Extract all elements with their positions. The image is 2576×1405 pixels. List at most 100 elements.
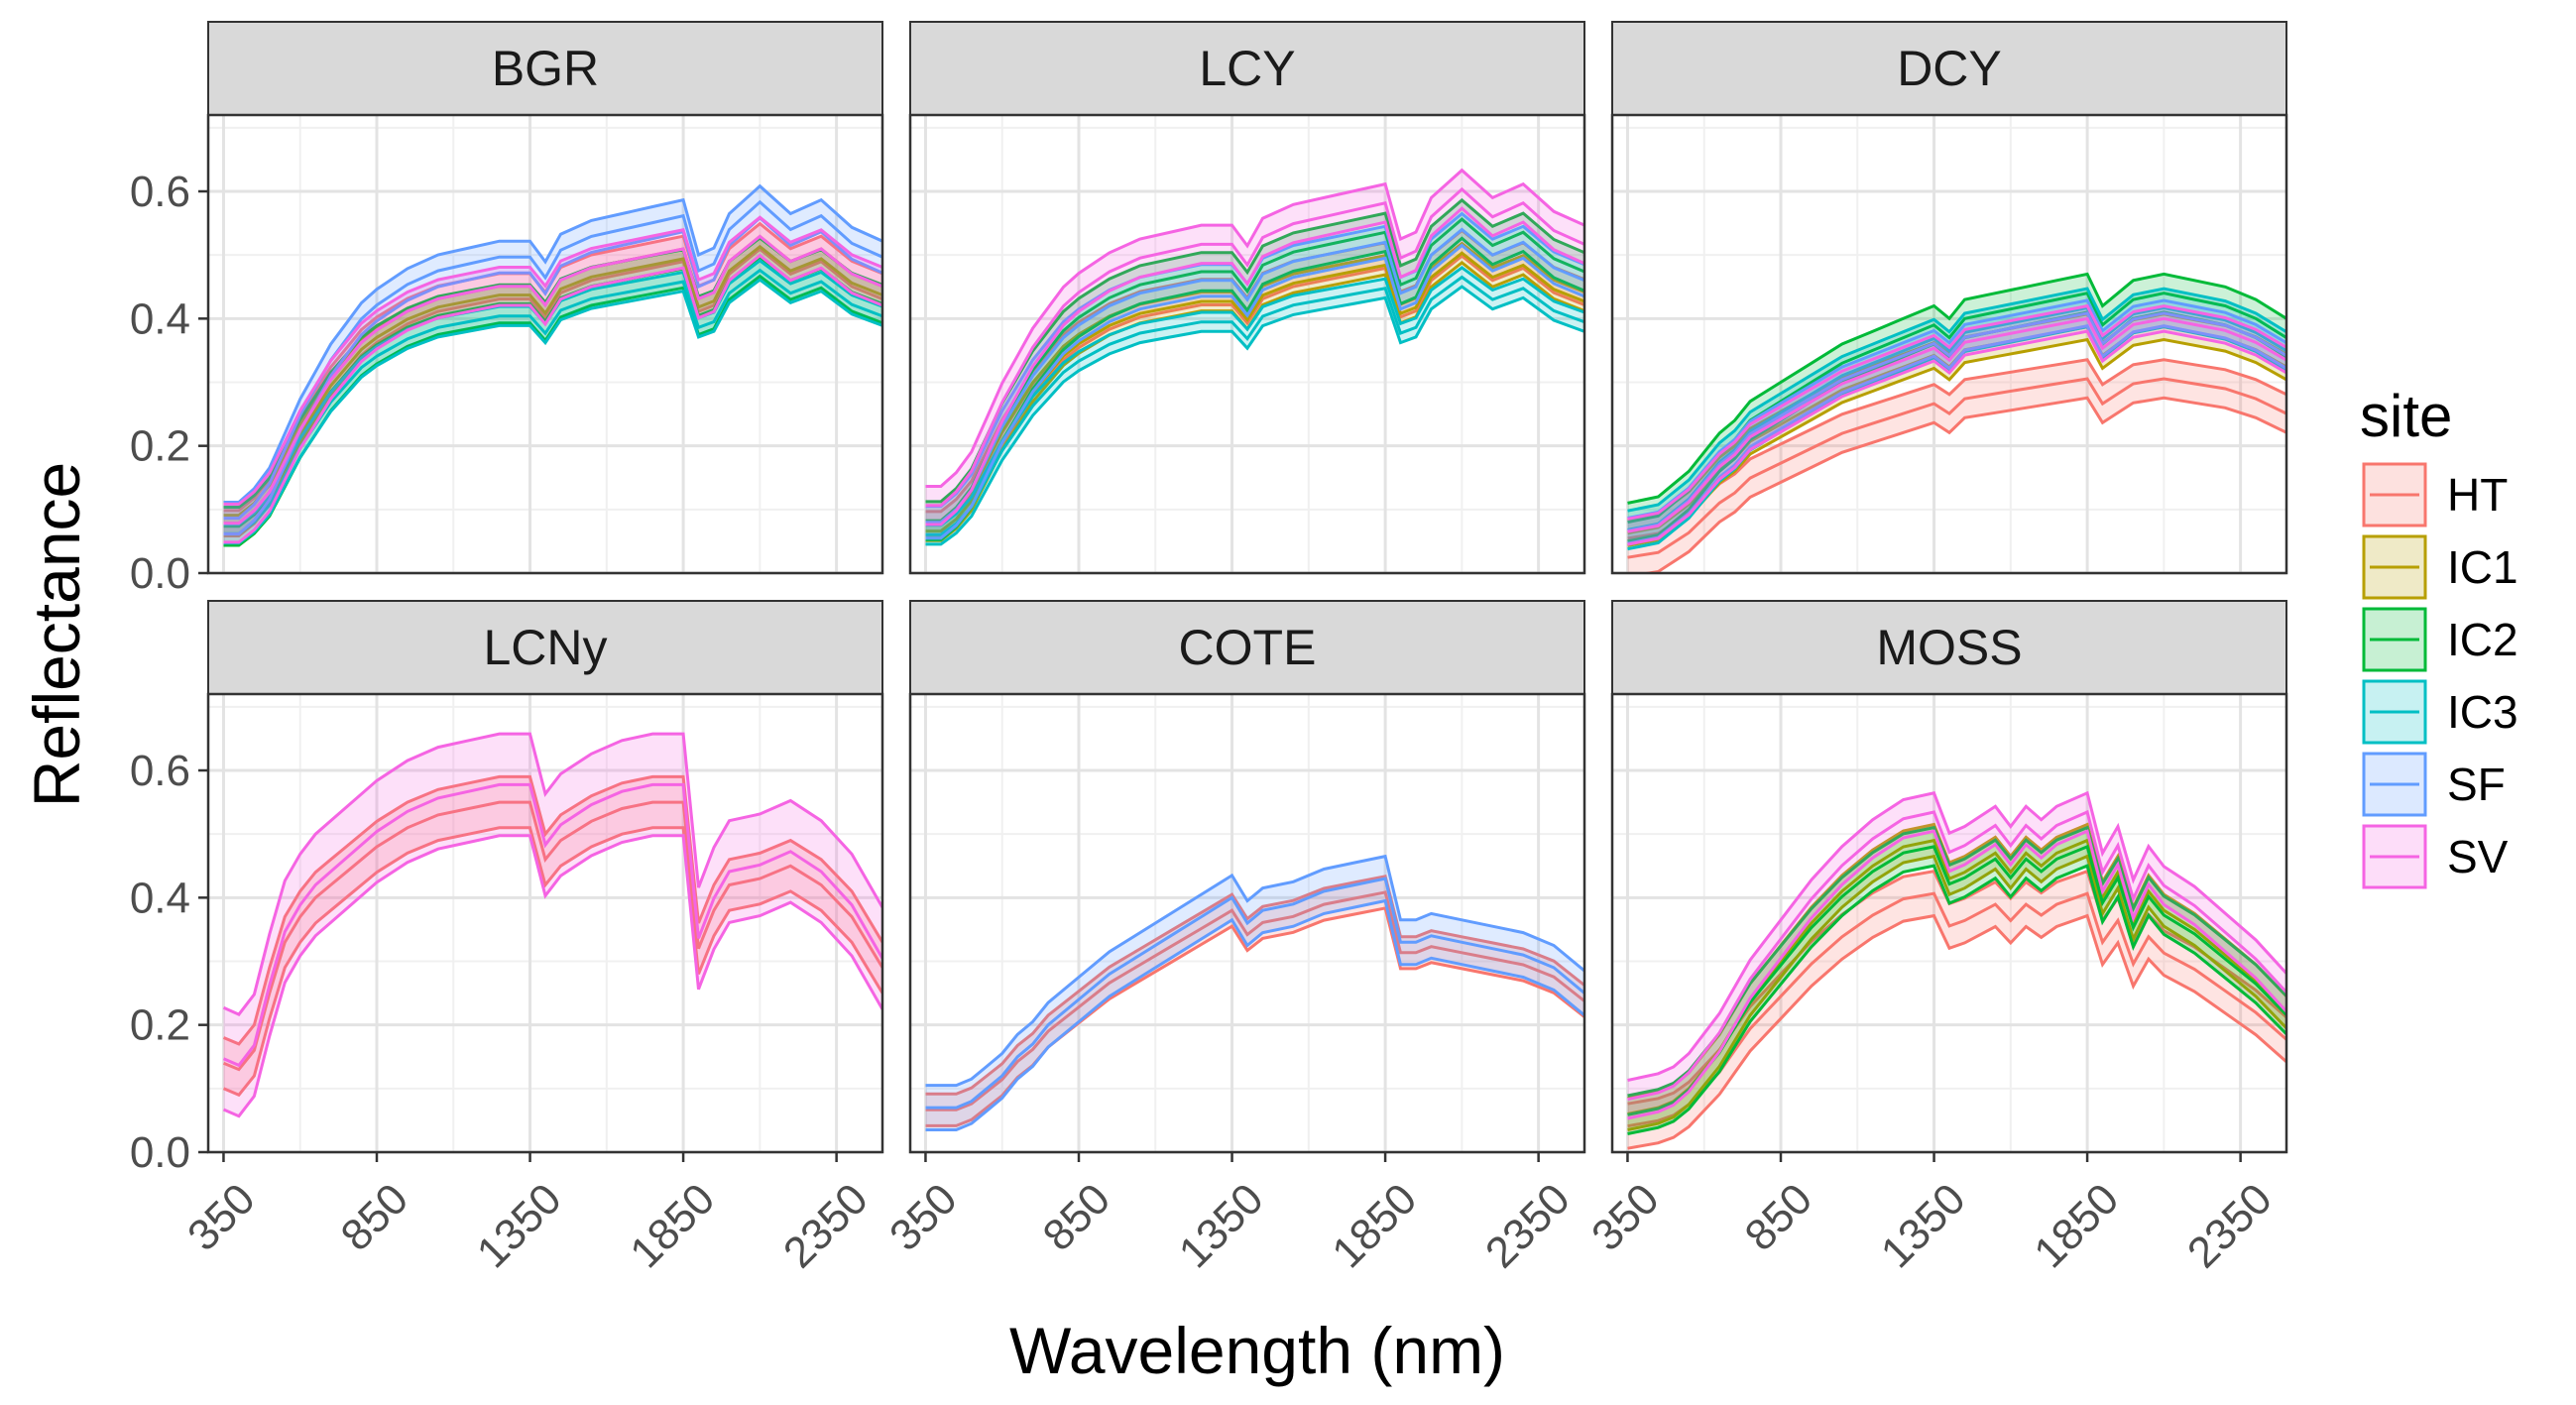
series-layer: [223, 183, 882, 547]
facet-strip-label: LCNy: [483, 620, 607, 675]
series-upper-line-ht: [925, 875, 1584, 1096]
series-upper-line-sv: [925, 168, 1584, 488]
series-lower-line-sv: [1627, 829, 2286, 1120]
facet-bgr: BGR: [206, 21, 884, 575]
x-tick-label: 2350: [1476, 1174, 1580, 1277]
series-band-ic3: [223, 260, 882, 543]
x-tick-label: 850: [332, 1174, 418, 1260]
x-tick-label: 1850: [2025, 1174, 2128, 1277]
facet-strip: [207, 21, 883, 116]
x-tick-label: 350: [178, 1174, 265, 1260]
panel-border: [1610, 113, 2288, 575]
x-tick-label: 1350: [1872, 1174, 1975, 1277]
series-layer: [222, 732, 882, 1118]
y-tick-label: 0.0: [130, 1128, 190, 1177]
series-lower-line-sv: [1627, 329, 2286, 546]
legend-label: SV: [2447, 831, 2509, 882]
series-layer: [925, 168, 1584, 546]
y-tick-label: 0.0: [130, 549, 190, 598]
panel-border: [206, 113, 884, 575]
panel-border: [908, 692, 1586, 1154]
series-line-sf: [925, 227, 1584, 525]
y-tick-label: 0.6: [130, 168, 190, 216]
x-tick-label: 1850: [621, 1174, 724, 1277]
series-lower-line-ht: [1627, 913, 2286, 1150]
series-line-sv: [1627, 316, 2286, 533]
y-tick-label: 0.2: [130, 422, 190, 471]
facet-strip-label: BGR: [492, 41, 599, 96]
series-band-sf: [925, 856, 1584, 1130]
series-band-ht: [223, 223, 882, 536]
x-tick-label: 850: [1034, 1174, 1120, 1260]
series-band-ht: [223, 776, 882, 1096]
series-band-sv: [223, 734, 882, 1116]
series-lower-line-sf: [925, 243, 1584, 540]
facet-strip-label: COTE: [1179, 620, 1317, 675]
series-line-sv: [1627, 809, 2286, 1102]
series-lower-line-ic2: [1627, 864, 2286, 1135]
panel-border: [206, 692, 884, 1154]
panel-border: [1610, 692, 2288, 1154]
series-upper-line-sv: [1627, 303, 2286, 521]
series-line-sv: [223, 234, 882, 526]
x-tick-label: 2350: [2178, 1174, 2282, 1277]
series-layer: [925, 854, 1584, 1131]
facet-strip-label: LCY: [1199, 41, 1295, 96]
x-tick-label: 1350: [1170, 1174, 1273, 1277]
series-upper-line-sv: [223, 215, 882, 506]
series-band-sf: [223, 185, 882, 534]
legend-item-ic3: IC3: [2362, 679, 2518, 745]
facet-panels: BGR LCY DCY LCNy COTE MOSS: [206, 21, 2288, 1154]
x-tick-label: 850: [1736, 1174, 1822, 1260]
series-lower-line-ht: [222, 826, 882, 1098]
series-upper-line-ht: [222, 774, 882, 1046]
series-lower-line-sv: [925, 206, 1584, 527]
facet-lcy: LCY: [908, 21, 1586, 575]
legend-label: SF: [2447, 759, 2506, 810]
series-lower-line-sf: [925, 898, 1584, 1131]
series-band-ic3: [925, 267, 1584, 544]
series-band-ht: [1627, 359, 2286, 573]
series-band-sf: [925, 213, 1584, 538]
legend-label: IC2: [2447, 614, 2518, 665]
y-tick-label: 0.4: [130, 294, 190, 343]
y-tick-label: 0.6: [130, 747, 190, 795]
series-upper-line-sf: [925, 854, 1584, 1088]
legend-item-ht: HT: [2362, 462, 2508, 527]
y-axis-title: Reflectance: [20, 462, 93, 808]
series-lower-line-sv: [222, 834, 882, 1118]
facet-strip-label: MOSS: [1876, 620, 2022, 675]
y-tick-label: 0.2: [130, 1001, 190, 1050]
series-lower-line-ic3: [223, 278, 882, 545]
legend-title: site: [2360, 383, 2452, 449]
series-line-sf: [925, 877, 1584, 1110]
series-line-sv: [925, 186, 1584, 508]
series-line-ht: [925, 890, 1584, 1112]
series-band-ic2: [925, 199, 1584, 540]
series-layer: [1627, 790, 2286, 1150]
series-lower-line-ht: [1639, 396, 2286, 573]
legend-label: IC3: [2447, 686, 2518, 738]
facet-strip: [1611, 600, 2287, 695]
series-line-sv: [222, 782, 882, 1068]
legend-label: IC1: [2447, 541, 2518, 593]
facet-lcny: LCNy: [206, 600, 884, 1154]
series-band-sv: [223, 217, 882, 542]
series-line-sf: [223, 199, 882, 521]
series-band-ic2: [1627, 827, 2286, 1134]
series-band-ic1: [223, 237, 882, 534]
series-upper-line-sv: [1627, 790, 2286, 1082]
series-lower-line-ic3: [925, 285, 1584, 546]
facet-dcy: DCY: [1610, 21, 2288, 575]
panel-border: [908, 113, 1586, 575]
series-line-ht: [222, 800, 882, 1072]
facet-strip: [1611, 21, 2287, 116]
x-axis-title: Wavelength (nm): [1009, 1314, 1505, 1387]
series-upper-line-sf: [223, 183, 882, 504]
facet-cote: COTE: [908, 600, 1586, 1154]
x-tick-label: 350: [1582, 1174, 1669, 1260]
legend: site HT IC1 IC2 IC3 SF SV: [2360, 383, 2518, 889]
gridlines: [910, 694, 1584, 1154]
facet-strip: [909, 21, 1585, 116]
